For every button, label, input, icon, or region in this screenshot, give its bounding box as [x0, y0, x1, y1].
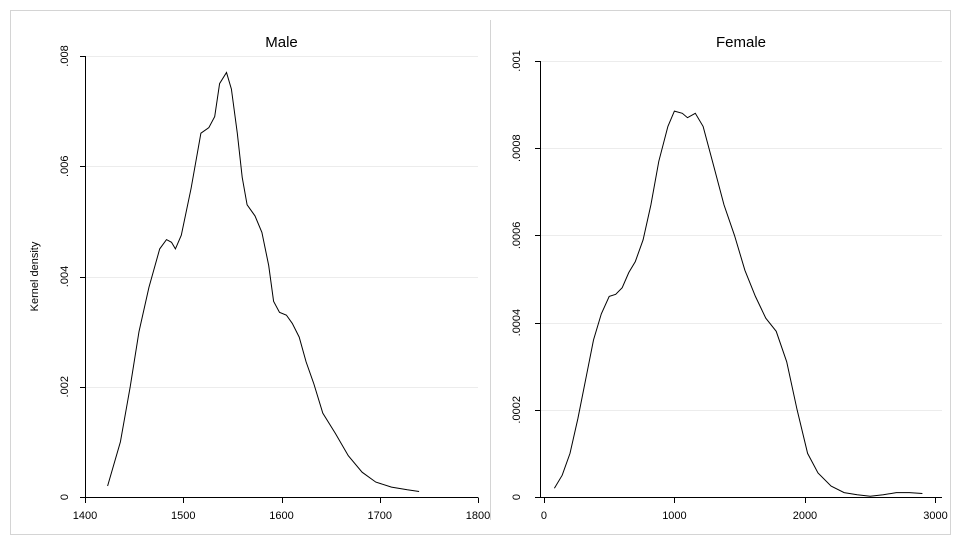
- x-tick-label: 0: [541, 510, 547, 522]
- x-tick-label: 3000: [923, 510, 947, 522]
- y-tick-label: .002: [59, 376, 71, 397]
- y-tick-label: .006: [59, 156, 71, 177]
- x-tick-label: 1400: [73, 510, 97, 522]
- y-tick-label: .0008: [511, 134, 523, 162]
- x-tick-label: 1600: [269, 510, 293, 522]
- x-tick-label: 1700: [368, 510, 392, 522]
- y-tick-label: .0004: [511, 309, 523, 337]
- density-line-male-0: [107, 71, 420, 492]
- y-tick-label: .001: [511, 50, 523, 71]
- y-tick-label: .008: [59, 45, 71, 66]
- x-tick-label: 2000: [793, 510, 817, 522]
- panel-title: Male: [265, 34, 298, 51]
- density-line-female-0: [553, 110, 923, 497]
- x-tick-label: 1500: [171, 510, 195, 522]
- y-tick-label: .0002: [511, 396, 523, 424]
- y-tick-label: .004: [59, 266, 71, 287]
- y-tick-label: 0: [511, 494, 523, 500]
- y-axis-label: Kernel density: [29, 241, 41, 311]
- x-tick-label: 1000: [662, 510, 686, 522]
- panel-title: Female: [716, 34, 766, 51]
- figure-frame: [10, 10, 951, 535]
- y-tick-label: 0: [59, 494, 71, 500]
- y-tick-label: .0006: [511, 222, 523, 250]
- x-tick-label: 1800: [466, 510, 490, 522]
